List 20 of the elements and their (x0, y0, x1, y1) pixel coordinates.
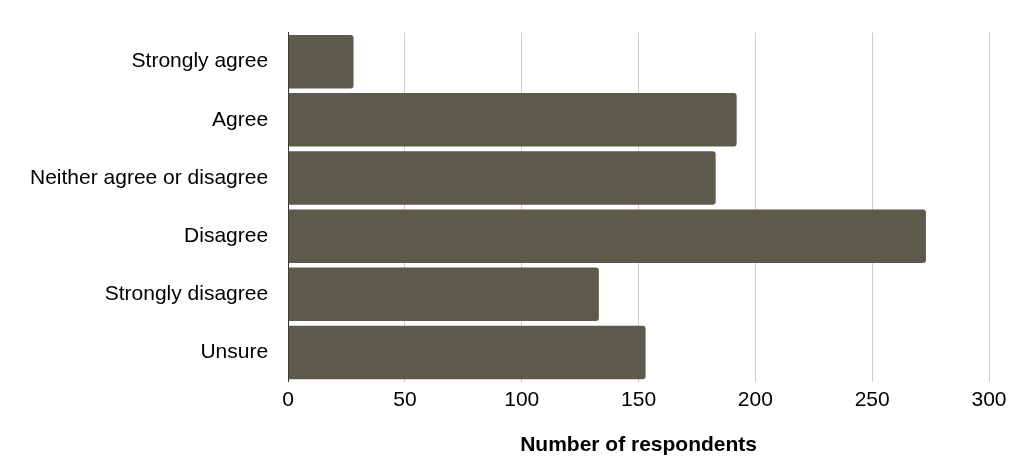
bar (288, 93, 737, 147)
y-tick-label: Unsure (200, 339, 269, 363)
x-tick-label: 150 (621, 387, 657, 410)
bar (288, 267, 599, 322)
bar (288, 209, 926, 263)
y-tick-label: Strongly agree (131, 48, 269, 72)
y-tick-label: Agree (212, 106, 269, 130)
x-axis-title: Number of respondents (520, 432, 757, 456)
x-tick-label: 0 (282, 387, 294, 410)
x-tick-label: 50 (393, 387, 417, 410)
y-tick-label: Strongly disagree (104, 281, 269, 305)
y-tick-label: Neither agree or disagree (30, 164, 269, 188)
y-tick-label: Disagree (184, 222, 269, 246)
x-tick-label: 250 (854, 387, 890, 410)
x-tick-label: 300 (971, 387, 1007, 410)
bar (288, 151, 716, 205)
bar (288, 325, 646, 380)
x-tick-label: 100 (504, 387, 540, 410)
x-tick-label: 200 (737, 387, 773, 410)
bar (288, 34, 354, 89)
